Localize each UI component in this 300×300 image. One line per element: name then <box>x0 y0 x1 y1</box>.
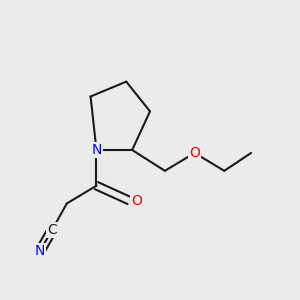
Text: O: O <box>131 194 142 208</box>
Text: N: N <box>35 244 45 258</box>
Text: O: O <box>189 146 200 160</box>
Text: C: C <box>47 223 57 237</box>
Text: N: N <box>91 143 102 157</box>
